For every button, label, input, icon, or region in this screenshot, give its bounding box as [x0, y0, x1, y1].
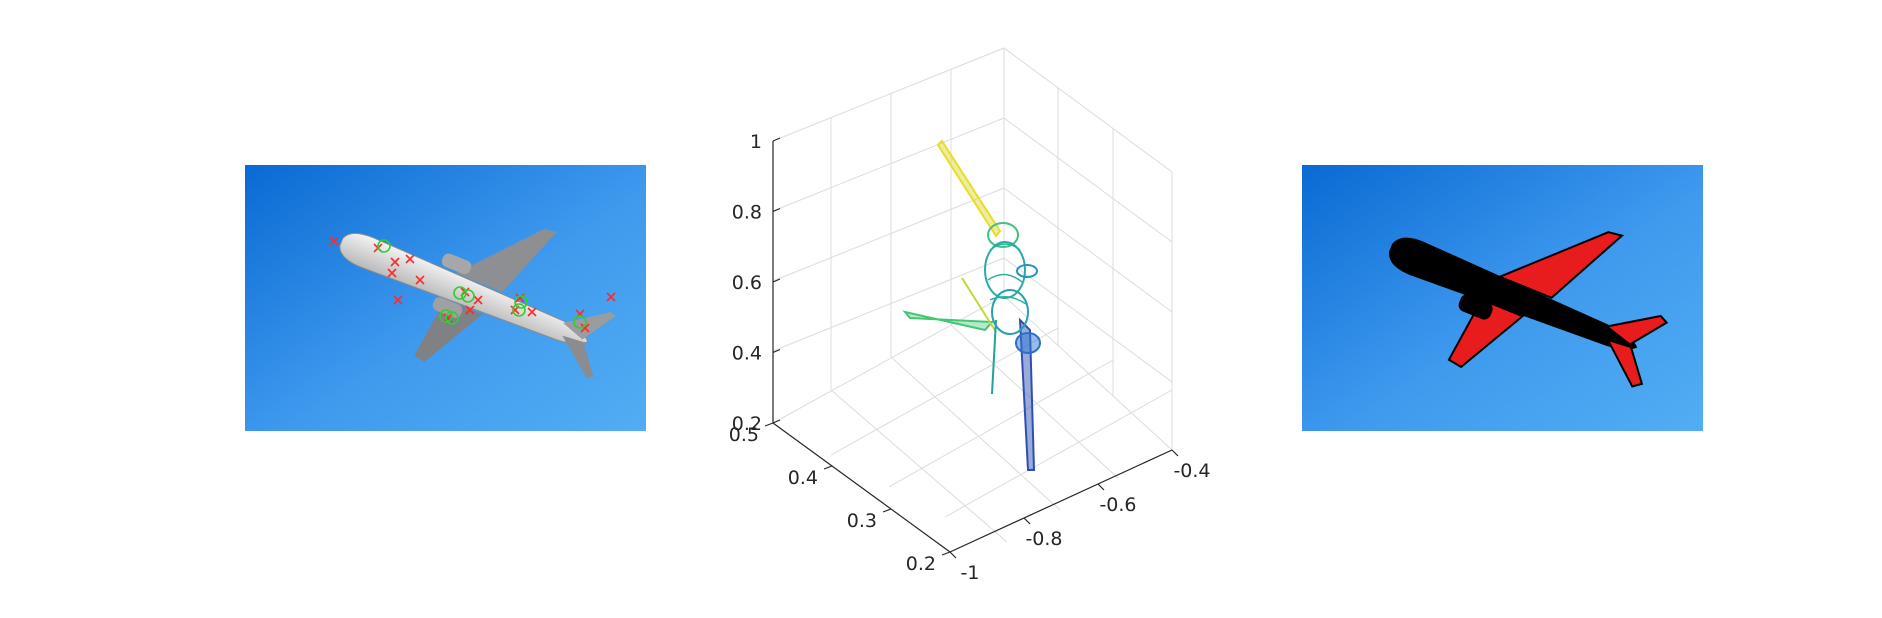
- z-tick-label: 1: [750, 131, 762, 153]
- z-tick-label: 0.8: [732, 202, 762, 224]
- x-tick-label: -0.8: [1025, 528, 1062, 550]
- mesh-fuselage-low: [991, 289, 1029, 335]
- mesh-wing-yellow: [936, 139, 1002, 238]
- right-photo-panel: [1302, 165, 1703, 431]
- z-tick-mark: [772, 419, 781, 424]
- x-tick-label: -1: [961, 562, 980, 584]
- left-airplane-stabilizer: [562, 335, 594, 378]
- y-tick-label: 0.4: [788, 467, 818, 489]
- x-axis-line: [949, 449, 1173, 553]
- left-airplane-upper-wing: [455, 229, 557, 293]
- keypoint-x-marker: [405, 254, 415, 264]
- center-3d-plot: 0.2 0.4 0.6 0.8 1 0.2 0.3 0.4 0.5 -1 -0.8 -0.6 -0.…: [729, 47, 1211, 584]
- x-axis-ticks: -1 -0.8 -0.6 -0.4: [949, 449, 1211, 584]
- right-silhouette-engine: [1458, 294, 1493, 320]
- keypoint-x-marker: [473, 295, 483, 305]
- keypoint-circle-marker: [377, 239, 391, 253]
- keypoint-markers: [329, 236, 616, 333]
- right-silhouette-stabilizer: [1605, 338, 1644, 388]
- keypoint-x-marker: [387, 268, 397, 278]
- right-silhouette-wing-upper: [1497, 231, 1625, 299]
- z-tick-mark: [772, 348, 781, 354]
- y-tick-label: 0.5: [729, 424, 759, 446]
- z-tick-mark: [772, 278, 781, 283]
- mesh-fuselage-mid: [984, 241, 1026, 299]
- right-silhouette-wing-lower: [1447, 298, 1525, 369]
- x-tick-mark: [1097, 483, 1105, 491]
- mesh-strut: [961, 277, 997, 333]
- keypoint-x-marker: [515, 293, 525, 303]
- grid-lines: [772, 47, 1173, 543]
- mesh-nacelle: [1015, 332, 1041, 354]
- keypoint-circle-marker: [445, 311, 459, 325]
- x-tick-label: -0.4: [1173, 460, 1210, 482]
- y-axis-line: [772, 422, 951, 553]
- keypoint-x-marker: [606, 292, 616, 302]
- x-tick-mark: [1171, 449, 1179, 457]
- axis-lines: [772, 141, 1173, 553]
- x-tick-mark: [949, 551, 957, 559]
- keypoint-circle-marker: [453, 286, 467, 300]
- z-tick-mark: [772, 207, 781, 213]
- z-tick-label: 0.4: [732, 343, 762, 365]
- mesh-fuselage-top: [987, 222, 1019, 248]
- right-silhouette-fuselage: [1389, 237, 1638, 350]
- mesh-tail-lower: [1018, 317, 1036, 471]
- z-tick-mark: [772, 137, 781, 142]
- keypoint-circle-marker: [461, 289, 475, 303]
- y-tick-mark: [882, 508, 892, 513]
- keypoint-x-marker: [580, 323, 590, 333]
- keypoint-x-marker: [415, 275, 425, 285]
- mesh-wire-1: [987, 243, 1027, 305]
- keypoint-circle-marker: [514, 295, 528, 309]
- y-tick-mark: [764, 422, 774, 427]
- x-tick-label: -0.6: [1099, 494, 1136, 516]
- right-airplane-silhouette: [1389, 231, 1669, 388]
- left-photo-panel: [245, 165, 646, 431]
- x-tick-mark: [1023, 517, 1031, 525]
- right-silhouette-tail-fin: [1604, 314, 1669, 346]
- y-tick-label: 0.2: [906, 553, 936, 575]
- z-tick-label: 0.2: [732, 413, 762, 435]
- mesh-engine: [1016, 264, 1038, 278]
- keypoint-circle-marker: [573, 315, 587, 329]
- mesh-wing-green: [902, 310, 995, 332]
- y-tick-label: 0.3: [847, 510, 877, 532]
- keypoint-x-marker: [390, 257, 400, 267]
- left-airplane-lower-wing: [414, 299, 483, 362]
- keypoint-x-marker: [329, 236, 339, 246]
- z-tick-label: 0.6: [732, 272, 762, 294]
- y-axis-ticks: 0.2 0.3 0.4 0.5: [729, 422, 951, 575]
- airplane-mesh: [902, 139, 1041, 471]
- keypoint-x-marker: [393, 295, 403, 305]
- z-axis-ticks: 0.2 0.4 0.6 0.8 1: [732, 131, 781, 435]
- keypoint-x-marker: [527, 307, 537, 317]
- left-airplane-tail-fin: [563, 312, 616, 340]
- keypoint-x-marker: [465, 305, 475, 315]
- keypoint-circle-marker: [439, 309, 453, 323]
- y-tick-mark: [941, 551, 951, 556]
- y-tick-mark: [823, 465, 833, 470]
- left-airplane-engine-2: [441, 253, 472, 275]
- keypoint-circle-marker: [512, 303, 526, 317]
- mesh-leg: [991, 319, 997, 395]
